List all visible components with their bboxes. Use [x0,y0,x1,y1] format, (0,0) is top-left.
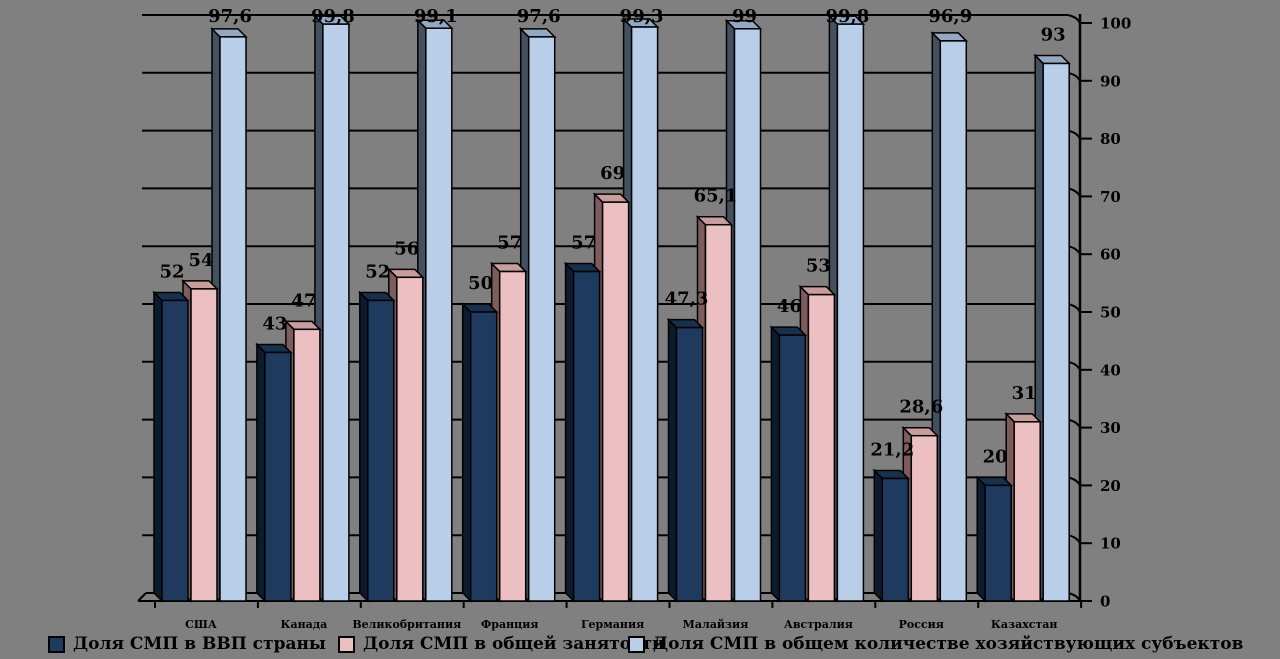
bar-value-label: 93 [1041,24,1066,45]
bar-value-label: 99 [732,6,757,27]
bar [190,288,218,602]
y-axis-tick-label: 100 [1100,15,1131,33]
bar [1042,62,1070,602]
bar [161,299,189,602]
legend-swatch-entities-icon [628,635,645,653]
bar [219,36,247,602]
category-label: Россия [899,618,944,631]
y-axis-tick-label: 60 [1100,246,1121,264]
bar [601,201,630,602]
bar-value-label: 99,1 [414,6,458,27]
bar [836,23,865,602]
legend-item-employment: Доля СМП в общей занятости [338,634,665,654]
bar-value-label: 65,1 [694,186,738,207]
bar-value-label: 69 [600,163,625,184]
legend-swatch-gdp-icon [48,635,65,653]
bar [675,326,704,602]
category-label: Германия [581,618,644,631]
bar [939,40,968,602]
bar-value-label: 21,2 [870,439,914,460]
bar-value-label: 47,3 [665,289,709,310]
y-axis-tick-label: 20 [1100,477,1121,495]
bar [984,484,1012,602]
chart-legend: Доля СМП в ВВП страны Доля СМП в общей з… [0,634,1280,659]
bar-value-label: 31 [1012,383,1037,404]
y-axis-tick-label: 10 [1100,535,1121,553]
bar [527,36,556,602]
bar [704,223,733,602]
bar [367,299,395,602]
bar-value-label: 97,6 [208,6,252,27]
legend-label-entities: Доля СМП в общем количестве хозяйствующи… [653,634,1244,654]
category-label: Франция [481,618,539,631]
bar [396,276,424,602]
bar-value-label: 57 [571,233,596,254]
category-label: Великобритания [352,618,461,631]
bar-value-label: 52 [159,261,184,282]
bar [322,23,350,602]
bar-side-face [153,290,163,603]
bar-side-face [564,261,575,603]
bar-value-label: 52 [365,261,390,282]
bar [498,270,527,602]
bar-value-label: 97,6 [517,6,561,27]
floor-left-edge [137,592,147,602]
legend-item-entities: Доля СМП в общем количестве хозяйствующи… [628,634,1243,654]
bar-value-label: 50 [468,273,493,294]
category-label: Канада [281,618,328,631]
bar [264,351,292,602]
bar [910,434,939,602]
y-axis-tick-label: 30 [1100,419,1121,437]
bar-value-label: 47 [291,290,316,311]
y-axis-tick-label: 0 [1100,593,1110,611]
bar-side-face [359,290,369,603]
category-label: США [185,618,217,631]
bar [630,26,659,602]
category-label: Казахстан [991,618,1058,631]
bar [778,334,807,602]
bar [572,270,601,602]
bar-side-face [770,325,781,603]
legend-label-gdp: Доля СМП в ВВП страны [73,634,326,654]
bar-side-face [461,302,472,603]
y-axis-tick-label: 80 [1100,130,1121,148]
bar-value-label: 43 [262,313,287,334]
legend-label-employment: Доля СМП в общей занятости [363,634,665,654]
bar-value-label: 96,9 [928,6,972,27]
bar [807,293,836,602]
bar-value-label: 20 [983,446,1008,467]
bar [425,27,453,602]
bar [1013,421,1041,602]
y-axis-tick-label: 50 [1100,304,1121,322]
bar [881,477,910,602]
category-label: Малайзия [683,618,749,631]
y-axis-tick-label: 90 [1100,72,1121,90]
y-axis-tick-label: 40 [1100,361,1121,379]
y-axis-tick-label: 70 [1100,188,1121,206]
category-label: Австралия [784,618,853,631]
bar-value-label: 28,6 [899,397,943,418]
bar-value-label: 57 [497,233,522,254]
bar-side-face [976,475,986,603]
bar-value-label: 99,8 [825,6,869,27]
bar-value-label: 99,8 [311,6,355,27]
bar-side-face [873,468,884,603]
bar-side-face [667,317,678,603]
bar-value-label: 99,3 [620,6,664,27]
legend-item-gdp: Доля СМП в ВВП страны [48,634,326,654]
bar [293,328,321,602]
bar-value-label: 56 [394,238,419,259]
bar [469,311,498,602]
bar-value-label: 53 [806,256,831,277]
legend-swatch-employment-icon [338,635,355,653]
bar-value-label: 54 [188,250,213,271]
bar-value-label: 46 [777,296,802,317]
bar [733,28,762,602]
bar-side-face [256,342,266,603]
